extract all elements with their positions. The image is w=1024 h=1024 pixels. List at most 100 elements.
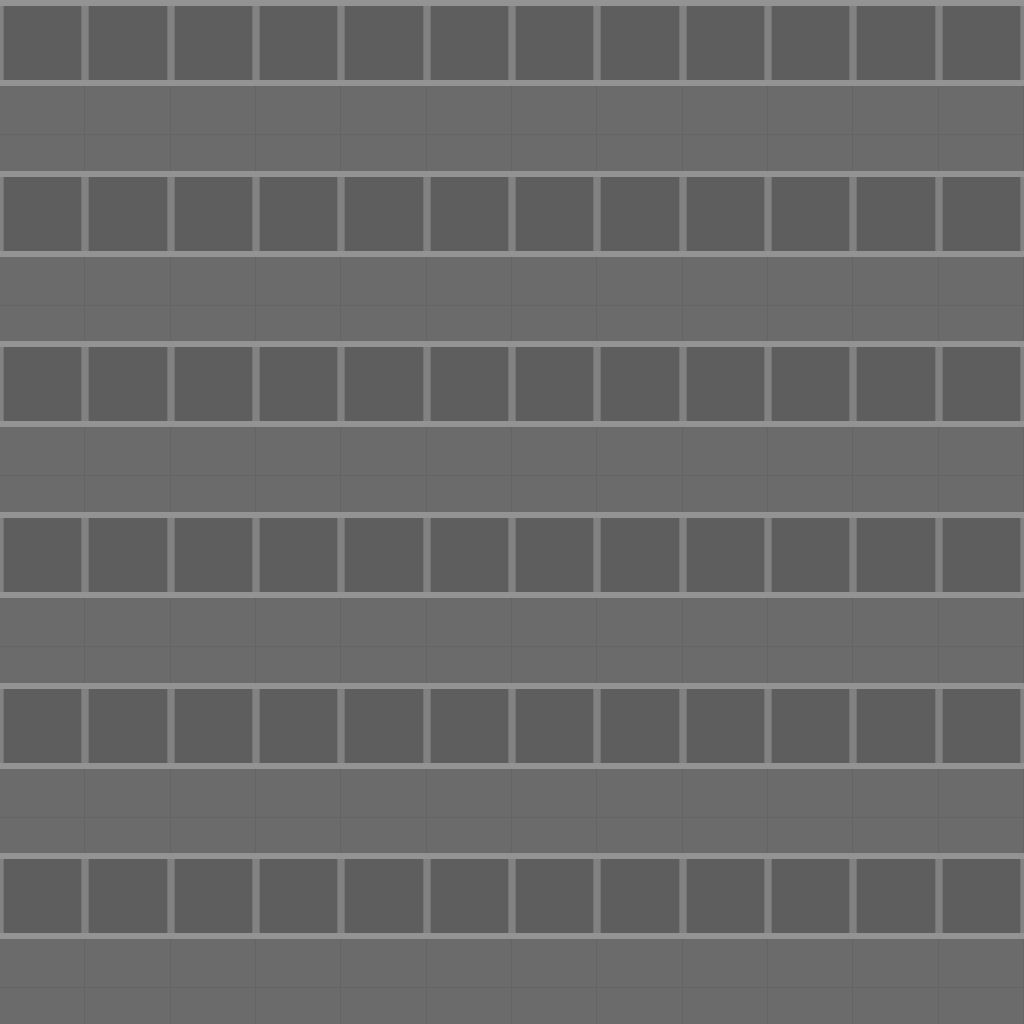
window-panel bbox=[938, 518, 1024, 592]
spandrel-panel bbox=[853, 427, 939, 512]
window-panel bbox=[341, 6, 427, 80]
facade-band bbox=[0, 0, 1024, 171]
window-panel bbox=[426, 688, 512, 763]
spandrel-panel bbox=[853, 256, 939, 342]
spandrel-panel bbox=[426, 256, 512, 342]
window-panel bbox=[682, 6, 768, 80]
window-panel bbox=[853, 6, 939, 80]
floor-strip bbox=[0, 170, 1024, 177]
spandrel-panel bbox=[597, 598, 683, 683]
spandrel-panel bbox=[255, 427, 342, 512]
window-panel bbox=[682, 859, 768, 934]
window-panel bbox=[341, 176, 427, 251]
spandrel-panel bbox=[767, 86, 854, 171]
window-panel bbox=[0, 859, 86, 934]
window-panel bbox=[682, 176, 768, 251]
spandrel-panel bbox=[85, 256, 171, 342]
window-row bbox=[0, 518, 1024, 592]
spandrel-panel bbox=[85, 427, 171, 512]
window-panel bbox=[426, 518, 512, 592]
spandrel-panel bbox=[255, 598, 342, 683]
facade-band bbox=[0, 341, 1024, 512]
spandrel-panel bbox=[511, 598, 598, 683]
window-panel bbox=[597, 347, 683, 422]
facade-band bbox=[0, 682, 1024, 854]
window-panel bbox=[511, 859, 598, 934]
window-panel bbox=[170, 518, 256, 592]
spandrel-panel bbox=[597, 427, 683, 512]
spandrel-panel bbox=[255, 939, 342, 1024]
spandrel-panel bbox=[170, 598, 256, 683]
spandrel-panel bbox=[0, 939, 86, 1024]
window-panel bbox=[170, 347, 256, 422]
window-panel bbox=[511, 518, 598, 592]
window-panel bbox=[0, 347, 86, 422]
window-panel bbox=[85, 688, 171, 763]
window-row bbox=[0, 6, 1024, 80]
spandrel-panel bbox=[341, 86, 427, 171]
window-panel bbox=[767, 518, 854, 592]
spandrel-panel bbox=[341, 256, 427, 342]
spandrel-panel bbox=[341, 768, 427, 854]
window-panel bbox=[255, 176, 342, 251]
window-panel bbox=[341, 688, 427, 763]
spandrel-panel bbox=[341, 939, 427, 1024]
window-panel bbox=[511, 6, 598, 80]
spandrel-panel bbox=[597, 86, 683, 171]
window-panel bbox=[0, 6, 86, 80]
window-panel bbox=[682, 347, 768, 422]
spandrel-panel-row bbox=[0, 86, 1024, 171]
spandrel-panel bbox=[426, 598, 512, 683]
window-panel bbox=[255, 518, 342, 592]
spandrel-panel bbox=[511, 427, 598, 512]
spandrel-panel-row bbox=[0, 427, 1024, 512]
spandrel-panel bbox=[511, 768, 598, 854]
spandrel-panel bbox=[597, 768, 683, 854]
spandrel-panel bbox=[853, 939, 939, 1024]
window-panel bbox=[853, 176, 939, 251]
window-panel bbox=[682, 518, 768, 592]
window-panel bbox=[938, 6, 1024, 80]
window-panel bbox=[938, 176, 1024, 251]
floor-strip bbox=[0, 682, 1024, 689]
window-panel bbox=[767, 859, 854, 934]
spandrel-panel-row bbox=[0, 598, 1024, 683]
window-row bbox=[0, 688, 1024, 763]
spandrel-panel bbox=[170, 427, 256, 512]
window-panel bbox=[85, 176, 171, 251]
spandrel-panel bbox=[0, 86, 86, 171]
spandrel-panel bbox=[938, 768, 1024, 854]
spandrel-panel bbox=[938, 86, 1024, 171]
spandrel-panel bbox=[682, 598, 768, 683]
spandrel-panel bbox=[170, 939, 256, 1024]
spandrel-panel bbox=[767, 598, 854, 683]
window-panel bbox=[255, 688, 342, 763]
window-panel bbox=[426, 176, 512, 251]
window-panel bbox=[938, 688, 1024, 763]
window-panel bbox=[0, 688, 86, 763]
window-panel bbox=[597, 176, 683, 251]
spandrel-panel bbox=[511, 939, 598, 1024]
window-panel bbox=[170, 176, 256, 251]
spandrel-panel bbox=[341, 427, 427, 512]
floor-strip bbox=[0, 341, 1024, 348]
spandrel-panel bbox=[0, 598, 86, 683]
window-panel bbox=[85, 347, 171, 422]
spandrel-panel bbox=[0, 768, 86, 854]
spandrel-panel bbox=[597, 256, 683, 342]
window-panel bbox=[426, 347, 512, 422]
window-panel bbox=[767, 176, 854, 251]
window-panel bbox=[170, 688, 256, 763]
floor-strip bbox=[0, 512, 1024, 518]
spandrel-panel bbox=[341, 598, 427, 683]
spandrel-panel bbox=[426, 939, 512, 1024]
spandrel-panel bbox=[938, 256, 1024, 342]
spandrel-panel bbox=[255, 256, 342, 342]
window-panel bbox=[938, 347, 1024, 422]
spandrel-panel bbox=[0, 427, 86, 512]
sill-strip bbox=[0, 250, 1024, 257]
window-row bbox=[0, 859, 1024, 934]
spandrel-panel bbox=[85, 598, 171, 683]
window-panel bbox=[597, 6, 683, 80]
